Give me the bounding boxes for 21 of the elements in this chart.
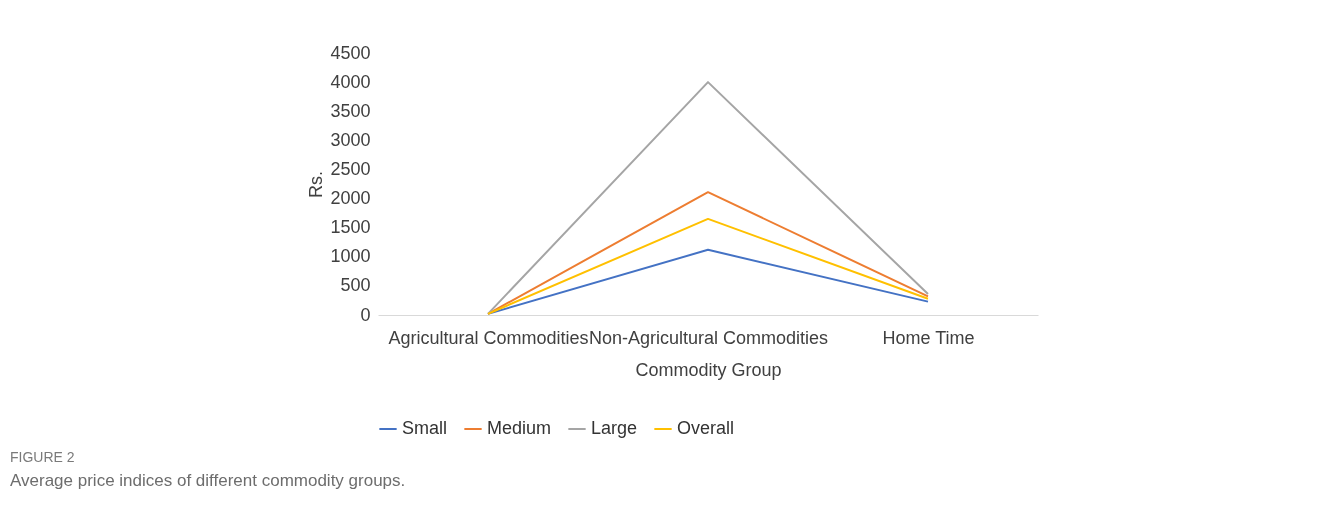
y-tick-label: 4000 (330, 71, 371, 92)
y-tick-label: 1000 (330, 246, 371, 267)
y-tick-label: 3500 (330, 100, 371, 121)
legend-label: Small (402, 418, 448, 438)
y-tick-label: 500 (340, 275, 371, 296)
y-tick-label: 2500 (330, 158, 371, 179)
y-tick-label: 0 (360, 304, 371, 325)
y-tick-label: 4500 (330, 42, 371, 63)
x-tick-label: Home Time (882, 327, 975, 348)
y-axis-title: Rs. (306, 171, 327, 198)
y-tick-label: 2000 (330, 188, 371, 209)
caption: FIGURE 2 (10, 449, 75, 465)
x-tick-label: Agricultural Commodities (388, 327, 589, 348)
x-axis-title: Commodity Group (635, 359, 782, 380)
y-tick-label: 1500 (330, 217, 371, 238)
text: Average price indices of different commodity groups. (10, 471, 406, 490)
y-tick-label: 3000 (330, 129, 371, 150)
legend-label: Overall (677, 418, 735, 438)
x-tick-label: Non-Agricultural Commodities (588, 327, 829, 348)
legend-label: Medium (487, 418, 552, 438)
legend-label: Large (591, 418, 638, 438)
